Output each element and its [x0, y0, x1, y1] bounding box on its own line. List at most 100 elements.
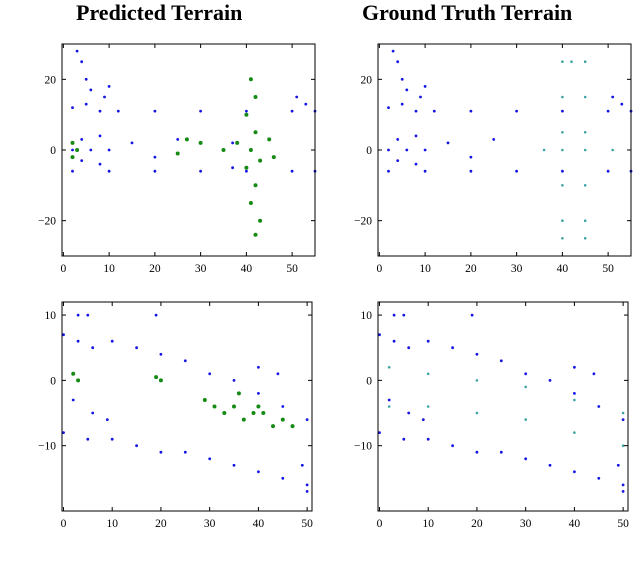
non-terrain-point — [396, 159, 400, 163]
non-terrain-point — [103, 95, 106, 99]
predicted-terrain-point — [76, 378, 81, 383]
predicted-terrain-point — [154, 375, 159, 380]
predicted-terrain-point — [222, 411, 227, 415]
non-terrain-point — [407, 411, 411, 415]
non-terrain-point — [232, 463, 236, 467]
non-terrain-point — [290, 169, 294, 173]
non-terrain-point — [407, 346, 411, 350]
ground-truth-terrain-point — [573, 398, 576, 402]
non-terrain-point — [76, 339, 80, 343]
non-terrain-point — [245, 169, 248, 173]
x-tick-label: 10 — [419, 263, 431, 275]
x-tick-label: 40 — [557, 263, 569, 275]
y-tick-label: 10 — [45, 310, 57, 322]
non-terrain-point — [153, 169, 157, 173]
x-tick-label: 0 — [377, 518, 383, 530]
non-terrain-point — [492, 138, 496, 141]
non-terrain-point — [75, 49, 79, 53]
x-tick-label: 0 — [61, 518, 67, 530]
non-terrain-point — [176, 138, 180, 141]
x-tick-label: 30 — [204, 518, 216, 530]
ground-truth-terrain-point — [561, 148, 564, 152]
y-tick-label: −10 — [354, 441, 372, 453]
non-terrain-point — [305, 490, 309, 493]
non-terrain-point — [469, 109, 473, 113]
x-tick-label: 30 — [195, 263, 207, 275]
ground-truth-terrain-point — [583, 184, 587, 187]
non-terrain-point — [98, 162, 102, 166]
non-terrain-point — [80, 60, 84, 64]
non-terrain-point — [305, 483, 309, 487]
predicted-terrain-point — [236, 391, 241, 396]
non-terrain-point — [231, 141, 235, 145]
x-tick-label: 20 — [149, 263, 161, 275]
non-terrain-point — [80, 159, 84, 163]
non-terrain-point — [414, 134, 418, 138]
non-terrain-point — [606, 109, 610, 113]
x-tick-label: 10 — [422, 518, 434, 530]
non-terrain-point — [392, 313, 396, 317]
non-terrain-point — [475, 450, 479, 454]
predicted-terrain-point — [235, 140, 240, 145]
non-terrain-point — [400, 77, 404, 81]
non-terrain-point — [611, 95, 615, 99]
ground-truth-terrain-point — [583, 219, 587, 222]
predicted-terrain-point — [248, 148, 253, 152]
non-terrain-point — [561, 169, 564, 173]
x-tick-label: 0 — [60, 263, 66, 275]
non-terrain-point — [515, 169, 518, 173]
non-terrain-point — [231, 166, 235, 170]
non-terrain-point — [573, 365, 576, 369]
ground-truth-terrain-point — [583, 237, 587, 240]
y-tick-label: 20 — [45, 74, 57, 86]
non-terrain-point — [257, 392, 260, 395]
non-terrain-point — [499, 359, 503, 363]
non-terrain-point — [159, 352, 163, 356]
non-terrain-point — [153, 155, 157, 159]
non-terrain-point — [414, 109, 418, 113]
ground-truth-terrain-point — [387, 366, 391, 369]
x-tick-label: 20 — [465, 263, 477, 275]
ground-truth-terrain-point — [583, 131, 587, 134]
non-terrain-point — [304, 102, 308, 106]
non-terrain-point — [71, 398, 75, 402]
ground-truth-terrain-point — [561, 184, 564, 187]
non-terrain-point — [405, 148, 409, 152]
non-terrain-point — [105, 418, 109, 421]
non-terrain-point — [62, 333, 65, 337]
plot-top-right: 0 10 20 30 40 50 −20 0 20 — [354, 43, 633, 275]
non-terrain-point — [469, 169, 473, 173]
y-tick-label: 0 — [366, 375, 372, 387]
ground-truth-terrain-point — [570, 60, 573, 63]
non-terrain-point — [515, 109, 518, 113]
non-terrain-point — [621, 418, 625, 421]
predicted-terrain-point — [258, 158, 263, 163]
non-terrain-point — [135, 346, 139, 350]
non-terrain-point — [91, 346, 95, 350]
non-terrain-point — [159, 450, 163, 454]
non-terrain-point — [91, 411, 95, 415]
x-tick-label: 50 — [617, 518, 629, 530]
non-terrain-point — [76, 313, 80, 317]
predicted-terrain-point — [71, 371, 76, 376]
non-terrain-point — [378, 431, 381, 434]
non-terrain-point — [153, 109, 157, 113]
non-terrain-point — [130, 141, 134, 145]
non-terrain-point — [387, 398, 391, 402]
non-terrain-point — [107, 169, 111, 173]
ground-truth-terrain-point — [524, 385, 527, 389]
non-terrain-point — [451, 346, 454, 350]
non-terrain-point — [80, 138, 84, 141]
non-terrain-point — [402, 313, 406, 317]
non-terrain-point — [446, 141, 450, 145]
predicted-terrain-point — [175, 151, 180, 156]
predicted-terrain-point — [271, 424, 275, 429]
non-terrain-point — [199, 109, 203, 113]
non-terrain-point — [499, 450, 503, 454]
non-terrain-point — [154, 313, 158, 317]
predicted-terrain-point — [198, 140, 203, 145]
predicted-terrain-point — [271, 155, 276, 160]
y-tick-label: 20 — [361, 74, 373, 86]
non-terrain-point — [300, 463, 304, 467]
